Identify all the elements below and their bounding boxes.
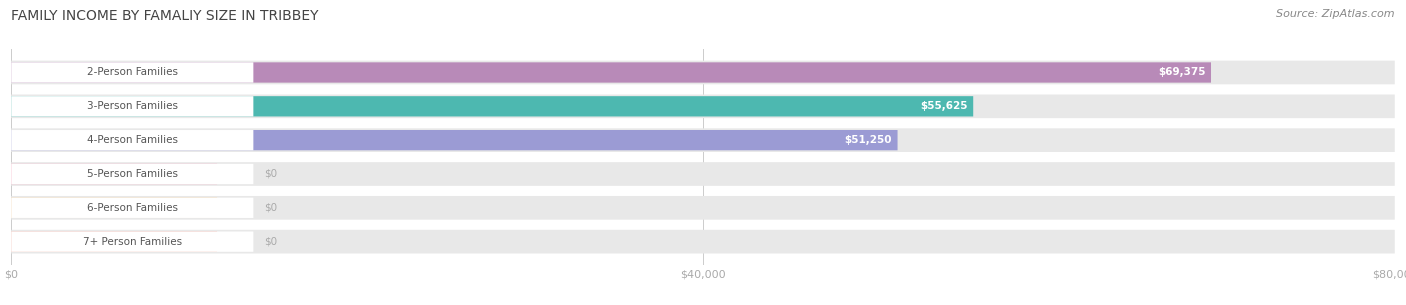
Text: 6-Person Families: 6-Person Families (87, 203, 177, 213)
Text: 2-Person Families: 2-Person Families (87, 67, 177, 77)
FancyBboxPatch shape (11, 162, 1395, 186)
FancyBboxPatch shape (11, 130, 253, 150)
FancyBboxPatch shape (11, 95, 1395, 118)
FancyBboxPatch shape (11, 231, 253, 252)
Text: 3-Person Families: 3-Person Families (87, 101, 177, 111)
FancyBboxPatch shape (11, 62, 1211, 83)
FancyBboxPatch shape (11, 62, 253, 83)
FancyBboxPatch shape (11, 198, 217, 218)
FancyBboxPatch shape (11, 128, 1395, 152)
FancyBboxPatch shape (11, 96, 253, 117)
Text: FAMILY INCOME BY FAMALIY SIZE IN TRIBBEY: FAMILY INCOME BY FAMALIY SIZE IN TRIBBEY (11, 9, 319, 23)
Text: $55,625: $55,625 (920, 101, 967, 111)
FancyBboxPatch shape (11, 198, 253, 218)
Text: 4-Person Families: 4-Person Families (87, 135, 177, 145)
Text: $69,375: $69,375 (1159, 67, 1205, 77)
FancyBboxPatch shape (11, 164, 217, 184)
Text: $0: $0 (264, 203, 277, 213)
Text: 7+ Person Families: 7+ Person Families (83, 237, 181, 247)
FancyBboxPatch shape (11, 130, 897, 150)
FancyBboxPatch shape (11, 196, 1395, 220)
Text: $51,250: $51,250 (845, 135, 891, 145)
Text: Source: ZipAtlas.com: Source: ZipAtlas.com (1277, 9, 1395, 19)
FancyBboxPatch shape (11, 164, 253, 184)
Text: $0: $0 (264, 237, 277, 247)
Text: 5-Person Families: 5-Person Families (87, 169, 177, 179)
Text: $0: $0 (264, 169, 277, 179)
FancyBboxPatch shape (11, 96, 973, 117)
FancyBboxPatch shape (11, 231, 217, 252)
FancyBboxPatch shape (11, 230, 1395, 253)
FancyBboxPatch shape (11, 61, 1395, 84)
